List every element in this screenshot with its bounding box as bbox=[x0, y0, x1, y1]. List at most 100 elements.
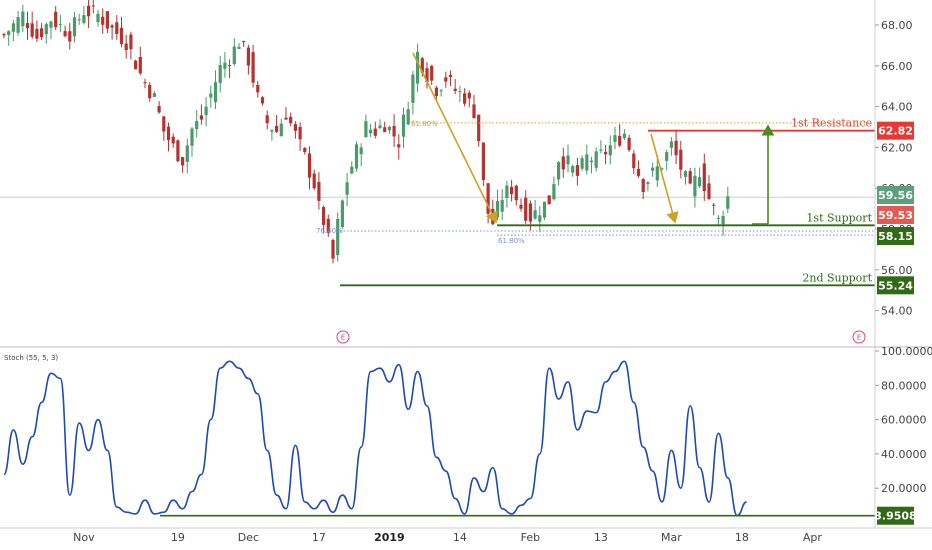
candle-body bbox=[693, 175, 697, 197]
price-tick-label: 64.00 bbox=[881, 101, 913, 114]
candle-body bbox=[2, 34, 6, 36]
candle-body bbox=[510, 186, 514, 195]
candle-body bbox=[190, 128, 194, 146]
candle-body bbox=[199, 115, 203, 120]
candle-body bbox=[679, 149, 683, 170]
candle-body bbox=[542, 201, 547, 218]
time-tick-label: Feb bbox=[521, 531, 540, 544]
candle-body bbox=[458, 91, 462, 93]
candle-body bbox=[430, 65, 434, 81]
candle-body bbox=[265, 115, 269, 124]
stoch-tick-label: 100.0000 bbox=[881, 345, 932, 358]
event-marker[interactable] bbox=[336, 330, 350, 344]
fib-618-top-label: 61.80% bbox=[411, 120, 438, 128]
candle-body bbox=[519, 204, 523, 209]
candle-body bbox=[364, 121, 368, 138]
event-marker-label: E bbox=[857, 334, 861, 342]
event-marker[interactable] bbox=[852, 330, 866, 344]
time-tick-label: 17 bbox=[312, 531, 326, 544]
candle-body bbox=[251, 52, 255, 83]
candle-body bbox=[232, 46, 236, 64]
bid-price-badge-text: 59.53 bbox=[878, 209, 913, 222]
candle-body bbox=[665, 152, 669, 161]
candle-body bbox=[467, 92, 471, 99]
candle-body bbox=[575, 165, 579, 176]
candle-body bbox=[627, 137, 631, 150]
candle-body bbox=[599, 149, 603, 151]
candle-body bbox=[411, 74, 415, 103]
candle-body bbox=[129, 34, 133, 50]
candle-body bbox=[260, 97, 265, 104]
candle-body bbox=[373, 128, 377, 136]
candle-body bbox=[72, 17, 77, 37]
candle-body bbox=[322, 207, 326, 225]
candle-body bbox=[166, 126, 171, 141]
stoch-level-badge bbox=[877, 506, 914, 525]
price-tick-label: 68.00 bbox=[881, 19, 913, 32]
candle-body bbox=[514, 185, 518, 201]
candle-body bbox=[547, 195, 551, 205]
candle-body bbox=[604, 151, 608, 155]
resistance-label: 1st Resistance bbox=[791, 117, 872, 130]
candle-body bbox=[486, 183, 490, 214]
candle-body bbox=[336, 218, 340, 256]
candle-body bbox=[477, 114, 481, 142]
candle-body bbox=[275, 126, 279, 132]
candle-body bbox=[7, 31, 11, 36]
candle-body bbox=[326, 218, 330, 233]
candle-body bbox=[68, 31, 72, 42]
candle-body bbox=[632, 153, 636, 169]
time-tick-label: 19 bbox=[171, 531, 185, 544]
candle-body bbox=[289, 116, 293, 124]
price-tick-label: 62.00 bbox=[881, 141, 913, 154]
candle-body bbox=[54, 11, 58, 28]
candle-body bbox=[237, 46, 241, 49]
candle-body bbox=[481, 142, 485, 180]
candle-body bbox=[378, 125, 382, 129]
candle-body bbox=[270, 130, 274, 132]
candle-body bbox=[448, 74, 453, 77]
candle-body bbox=[16, 17, 20, 33]
candle-body bbox=[369, 129, 373, 134]
candle-body bbox=[209, 93, 213, 98]
candle-body bbox=[303, 147, 307, 153]
candle-body bbox=[279, 123, 283, 137]
candle-body bbox=[134, 60, 138, 70]
candle-body bbox=[674, 140, 678, 156]
support1-label: 1st Support bbox=[806, 211, 872, 224]
candle-body bbox=[44, 24, 48, 35]
candle-body bbox=[401, 114, 406, 137]
candle-body bbox=[185, 145, 189, 162]
time-tick-label: Apr bbox=[803, 531, 823, 544]
candle-body bbox=[655, 166, 659, 181]
candle-body bbox=[204, 106, 208, 116]
support1-badge-text: 58.15 bbox=[878, 230, 913, 243]
down-arrow-1 bbox=[412, 52, 498, 224]
candle-body bbox=[30, 23, 34, 37]
candle-body bbox=[138, 57, 142, 74]
candle-body bbox=[707, 183, 711, 199]
levels-layer: 1st Resistance 1st Support 2nd Support 61.8… bbox=[316, 117, 875, 287]
candle-body bbox=[669, 141, 673, 148]
candle-body bbox=[434, 87, 438, 96]
candle-body bbox=[105, 11, 109, 29]
candle-body bbox=[420, 58, 424, 73]
candle-body bbox=[176, 140, 180, 162]
candle-body bbox=[298, 126, 302, 140]
candle-body bbox=[425, 68, 429, 83]
candle-body bbox=[242, 41, 246, 43]
candles-layer bbox=[2, 0, 730, 264]
fib-618-bottom-label: 61.80% bbox=[498, 237, 525, 245]
candle-body bbox=[124, 43, 128, 51]
candle-body bbox=[82, 15, 86, 24]
time-tick-label: 13 bbox=[594, 531, 608, 544]
candle-body bbox=[246, 47, 250, 66]
support2-badge bbox=[877, 276, 914, 295]
candle-body bbox=[162, 116, 166, 132]
stoch-level-badge-text: 3.9508 bbox=[874, 510, 916, 523]
candle-body bbox=[528, 203, 532, 222]
